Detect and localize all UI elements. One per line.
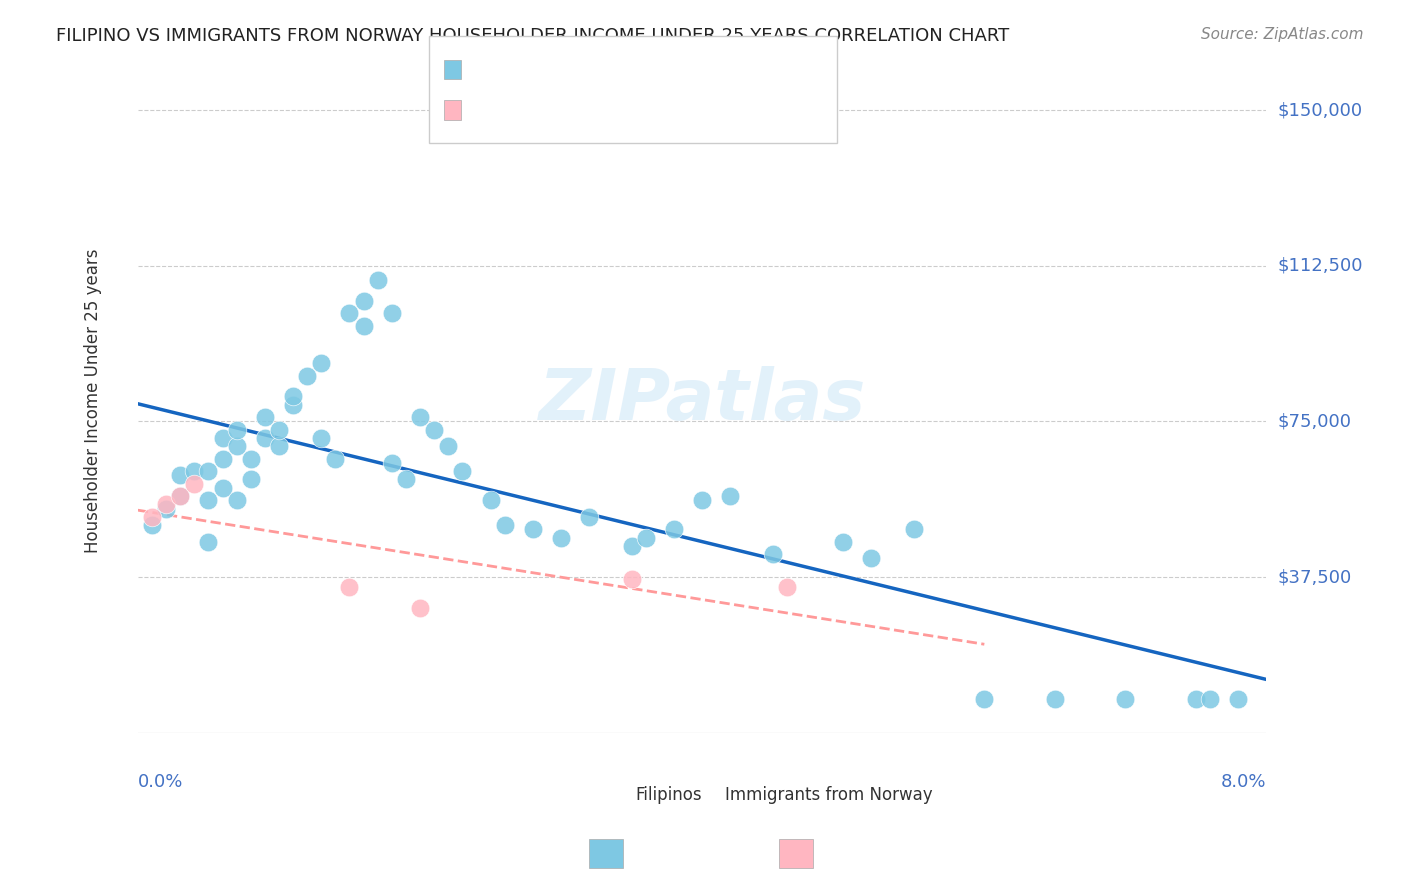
Point bbox=[295, 368, 318, 383]
Point bbox=[253, 410, 276, 425]
Text: $37,500: $37,500 bbox=[1278, 568, 1353, 586]
Text: $150,000: $150,000 bbox=[1278, 101, 1362, 119]
Text: N =: N = bbox=[569, 98, 606, 116]
Text: N =: N = bbox=[569, 58, 606, 76]
Point bbox=[141, 518, 163, 533]
Point bbox=[281, 398, 304, 412]
Point bbox=[141, 509, 163, 524]
Text: $112,500: $112,500 bbox=[1278, 257, 1364, 275]
Point bbox=[155, 501, 177, 516]
Point bbox=[183, 464, 205, 478]
Point bbox=[395, 473, 418, 487]
Point bbox=[832, 534, 855, 549]
Point bbox=[494, 518, 516, 533]
Point bbox=[267, 439, 290, 453]
Point bbox=[211, 431, 233, 445]
Point bbox=[353, 293, 375, 308]
Point bbox=[211, 481, 233, 495]
Point bbox=[451, 464, 474, 478]
Point bbox=[169, 468, 191, 483]
Point bbox=[634, 531, 657, 545]
Point bbox=[437, 439, 460, 453]
Point bbox=[381, 456, 404, 470]
Point bbox=[311, 356, 333, 370]
Text: Householder Income Under 25 years: Householder Income Under 25 years bbox=[84, 248, 101, 553]
Point bbox=[1114, 692, 1136, 706]
Point bbox=[339, 581, 361, 595]
Text: Filipinos: Filipinos bbox=[636, 786, 702, 804]
Point bbox=[718, 489, 741, 503]
Point bbox=[903, 522, 925, 536]
Text: -0.540: -0.540 bbox=[499, 98, 558, 116]
Point bbox=[423, 423, 446, 437]
Point bbox=[353, 318, 375, 333]
Point bbox=[225, 493, 247, 508]
Text: ZIPatlas: ZIPatlas bbox=[538, 366, 866, 435]
Point bbox=[267, 423, 290, 437]
Point bbox=[281, 389, 304, 403]
Point bbox=[211, 451, 233, 466]
Point bbox=[409, 410, 432, 425]
Point bbox=[762, 547, 785, 561]
Point bbox=[367, 273, 389, 287]
Point bbox=[620, 539, 643, 553]
Point bbox=[776, 581, 799, 595]
Point bbox=[253, 431, 276, 445]
Text: 0.0%: 0.0% bbox=[138, 772, 183, 790]
Point bbox=[1227, 692, 1250, 706]
Point bbox=[620, 572, 643, 586]
Point bbox=[1185, 692, 1208, 706]
Point bbox=[239, 451, 262, 466]
Point bbox=[860, 551, 883, 566]
Point bbox=[479, 493, 502, 508]
Point bbox=[381, 306, 404, 320]
Text: 57: 57 bbox=[605, 58, 627, 76]
Point bbox=[690, 493, 713, 508]
Text: Immigrants from Norway: Immigrants from Norway bbox=[724, 786, 932, 804]
Point bbox=[339, 306, 361, 320]
Point bbox=[973, 692, 995, 706]
Point bbox=[1199, 692, 1222, 706]
Point bbox=[197, 534, 219, 549]
Point bbox=[325, 451, 347, 466]
Point bbox=[409, 601, 432, 615]
Text: Source: ZipAtlas.com: Source: ZipAtlas.com bbox=[1201, 27, 1364, 42]
Point bbox=[578, 509, 600, 524]
Point bbox=[183, 476, 205, 491]
Point bbox=[225, 439, 247, 453]
Text: 8: 8 bbox=[605, 98, 616, 116]
Point bbox=[239, 473, 262, 487]
Point bbox=[522, 522, 544, 536]
Point bbox=[169, 489, 191, 503]
Point bbox=[225, 423, 247, 437]
Text: -0.421: -0.421 bbox=[499, 58, 558, 76]
Point bbox=[662, 522, 685, 536]
Point bbox=[550, 531, 572, 545]
Text: R =: R = bbox=[464, 58, 501, 76]
Point bbox=[311, 431, 333, 445]
Point bbox=[169, 489, 191, 503]
Point bbox=[197, 464, 219, 478]
Point bbox=[155, 497, 177, 511]
Text: $75,000: $75,000 bbox=[1278, 412, 1351, 430]
Point bbox=[1043, 692, 1066, 706]
Point bbox=[197, 493, 219, 508]
Text: R =: R = bbox=[464, 98, 501, 116]
Text: FILIPINO VS IMMIGRANTS FROM NORWAY HOUSEHOLDER INCOME UNDER 25 YEARS CORRELATION: FILIPINO VS IMMIGRANTS FROM NORWAY HOUSE… bbox=[56, 27, 1010, 45]
Text: 8.0%: 8.0% bbox=[1220, 772, 1267, 790]
